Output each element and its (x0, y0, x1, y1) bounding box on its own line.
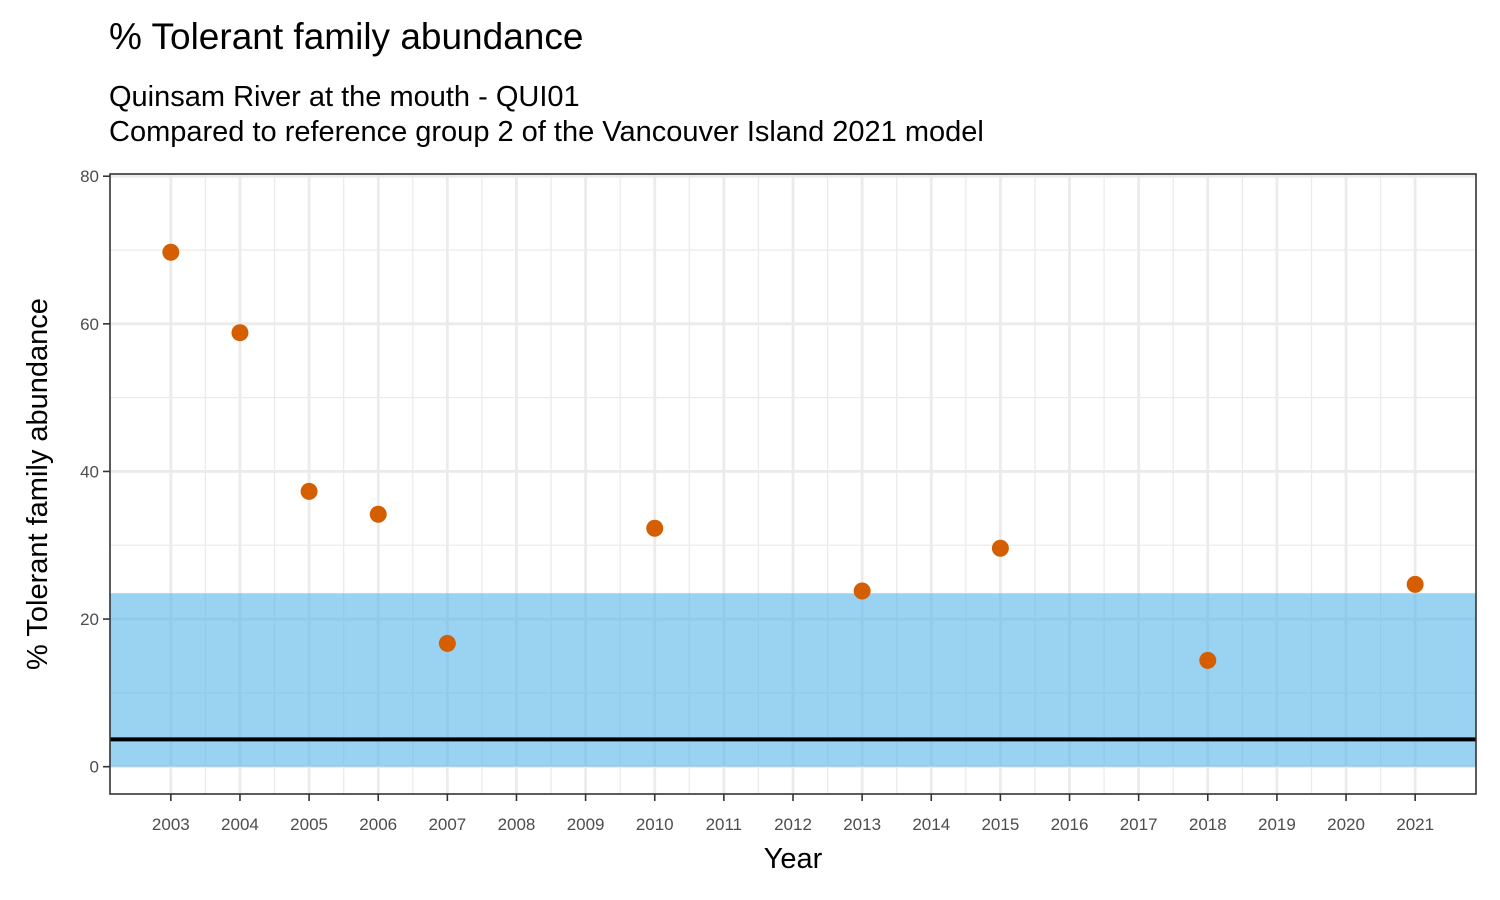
data-point-2010 (646, 519, 664, 537)
x-tick-label: 2006 (359, 815, 397, 834)
y-axis-title: % Tolerant family abundance (22, 298, 54, 670)
chart-title: % Tolerant family abundance (109, 16, 584, 57)
y-tick-label: 80 (80, 167, 99, 186)
y-tick-label: 20 (80, 610, 99, 629)
x-tick-label: 2021 (1396, 815, 1434, 834)
x-tick-label: 2010 (636, 815, 674, 834)
x-tick-label: 2014 (912, 815, 950, 834)
x-tick-label: 2011 (706, 815, 743, 834)
x-tick-label: 2016 (1051, 815, 1089, 834)
x-tick-label: 2013 (843, 815, 881, 834)
x-tick-label: 2015 (981, 815, 1019, 834)
subtitle-line-1: Quinsam River at the mouth - QUI01 (109, 81, 580, 113)
x-axis-title: Year (764, 843, 823, 875)
data-point-2005 (300, 482, 318, 500)
x-tick-label: 2020 (1327, 815, 1365, 834)
x-tick-label: 2008 (498, 815, 536, 834)
x-tick-label: 2012 (774, 815, 812, 834)
x-tick-label: 2017 (1120, 815, 1158, 834)
data-point-2007 (438, 634, 456, 652)
x-tick-label: 2007 (428, 815, 466, 834)
x-tick-label: 2009 (567, 815, 605, 834)
y-tick-label: 40 (80, 462, 99, 481)
x-tick-label: 2019 (1258, 815, 1296, 834)
data-points (162, 243, 1424, 669)
data-point-2013 (853, 582, 871, 600)
x-tick-label: 2018 (1189, 815, 1227, 834)
data-point-2021 (1406, 575, 1424, 593)
axes: 2003 2004 2005 2006 2007 2008 2009 2010 2011 2012… (80, 167, 1434, 834)
chart-subtitle: Quinsam River at the mouth - QUI01 Compa… (109, 80, 984, 150)
y-tick-label: 60 (80, 315, 99, 334)
subtitle-line-2: Compared to reference group 2 of the Van… (109, 116, 984, 148)
y-tick-label: 0 (90, 758, 99, 777)
x-tick-label: 2003 (152, 815, 190, 834)
data-point-2015 (991, 539, 1009, 557)
x-tick-label: 2004 (221, 815, 259, 834)
data-point-2003 (162, 243, 180, 261)
data-point-2004 (231, 324, 249, 342)
x-tick-label: 2005 (290, 815, 328, 834)
data-point-2018 (1199, 651, 1217, 669)
data-point-2006 (369, 505, 387, 523)
